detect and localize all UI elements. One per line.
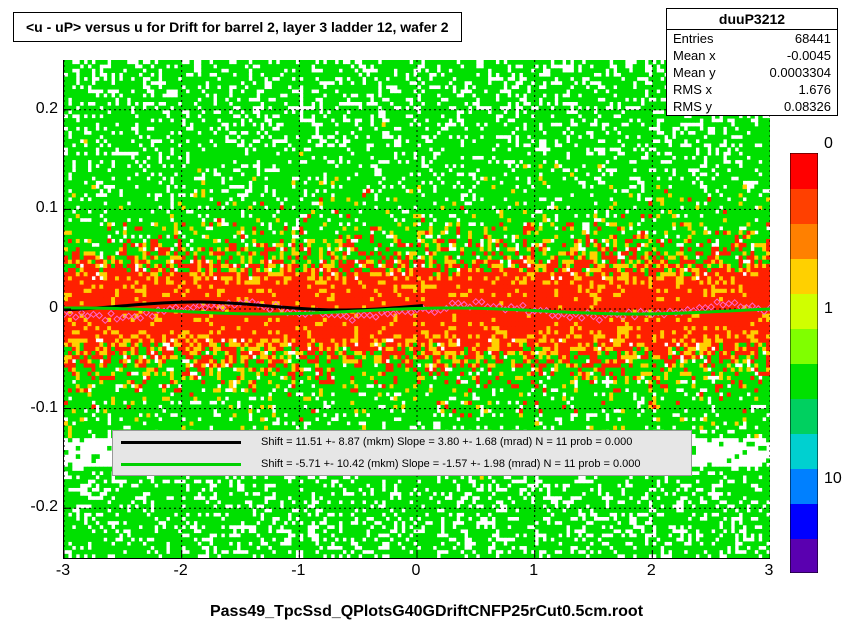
x-tick-label: -1 bbox=[291, 562, 305, 580]
stats-name: duuP3212 bbox=[667, 9, 837, 30]
y-tick-label: -0.2 bbox=[8, 498, 58, 516]
colorbar-tick-label: 0 bbox=[824, 135, 833, 153]
stats-label: Entries bbox=[673, 31, 713, 46]
stats-row: RMS y 0.08326 bbox=[667, 98, 837, 115]
stats-value: 0.08326 bbox=[784, 99, 831, 114]
y-tick-label: -0.1 bbox=[8, 399, 58, 417]
x-tick-label: 2 bbox=[647, 562, 656, 580]
stats-value: 68441 bbox=[795, 31, 831, 46]
legend-text-black: Shift = 11.51 +- 8.87 (mkm) Slope = 3.80… bbox=[261, 436, 632, 448]
stats-label: Mean y bbox=[673, 65, 716, 80]
footer-filename: Pass49_TpcSsd_QPlotsG40GDriftCNFP25rCut0… bbox=[0, 603, 853, 621]
chart-title-box: <u - uP> versus u for Drift for barrel 2… bbox=[13, 12, 462, 42]
stats-row: RMS x 1.676 bbox=[667, 81, 837, 98]
x-tick-label: 1 bbox=[529, 562, 538, 580]
stats-label: RMS y bbox=[673, 99, 712, 114]
legend-text-green: Shift = -5.71 +- 10.42 (mkm) Slope = -1.… bbox=[261, 458, 641, 470]
legend-swatch-black bbox=[121, 441, 241, 444]
stats-label: Mean x bbox=[673, 48, 716, 63]
x-tick-label: -3 bbox=[56, 562, 70, 580]
y-tick-label: 0 bbox=[8, 299, 58, 317]
stats-value: 1.676 bbox=[798, 82, 831, 97]
plot-canvas bbox=[64, 60, 770, 558]
colorbar-tick-label: 10 bbox=[824, 470, 842, 488]
plot-area bbox=[63, 60, 770, 559]
stats-row: Entries 68441 bbox=[667, 30, 837, 47]
stats-row: Mean y 0.0003304 bbox=[667, 64, 837, 81]
fit-legend-box: Shift = 11.51 +- 8.87 (mkm) Slope = 3.80… bbox=[112, 430, 692, 476]
x-tick-label: 0 bbox=[412, 562, 421, 580]
x-tick-label: 3 bbox=[765, 562, 774, 580]
colorbar-tick-label: 1 bbox=[824, 300, 833, 318]
legend-swatch-green bbox=[121, 463, 241, 466]
x-tick-label: -2 bbox=[174, 562, 188, 580]
legend-row-black: Shift = 11.51 +- 8.87 (mkm) Slope = 3.80… bbox=[113, 431, 691, 453]
stats-value: -0.0045 bbox=[787, 48, 831, 63]
stats-value: 0.0003304 bbox=[770, 65, 831, 80]
y-tick-label: 0.2 bbox=[8, 100, 58, 118]
stats-box: duuP3212 Entries 68441 Mean x -0.0045 Me… bbox=[666, 8, 838, 116]
colorbar bbox=[790, 153, 818, 573]
chart-title: <u - uP> versus u for Drift for barrel 2… bbox=[26, 19, 449, 35]
colorbar-canvas bbox=[790, 153, 818, 573]
y-tick-label: 0.1 bbox=[8, 199, 58, 217]
legend-row-green: Shift = -5.71 +- 10.42 (mkm) Slope = -1.… bbox=[113, 453, 691, 475]
stats-row: Mean x -0.0045 bbox=[667, 47, 837, 64]
stats-label: RMS x bbox=[673, 82, 712, 97]
